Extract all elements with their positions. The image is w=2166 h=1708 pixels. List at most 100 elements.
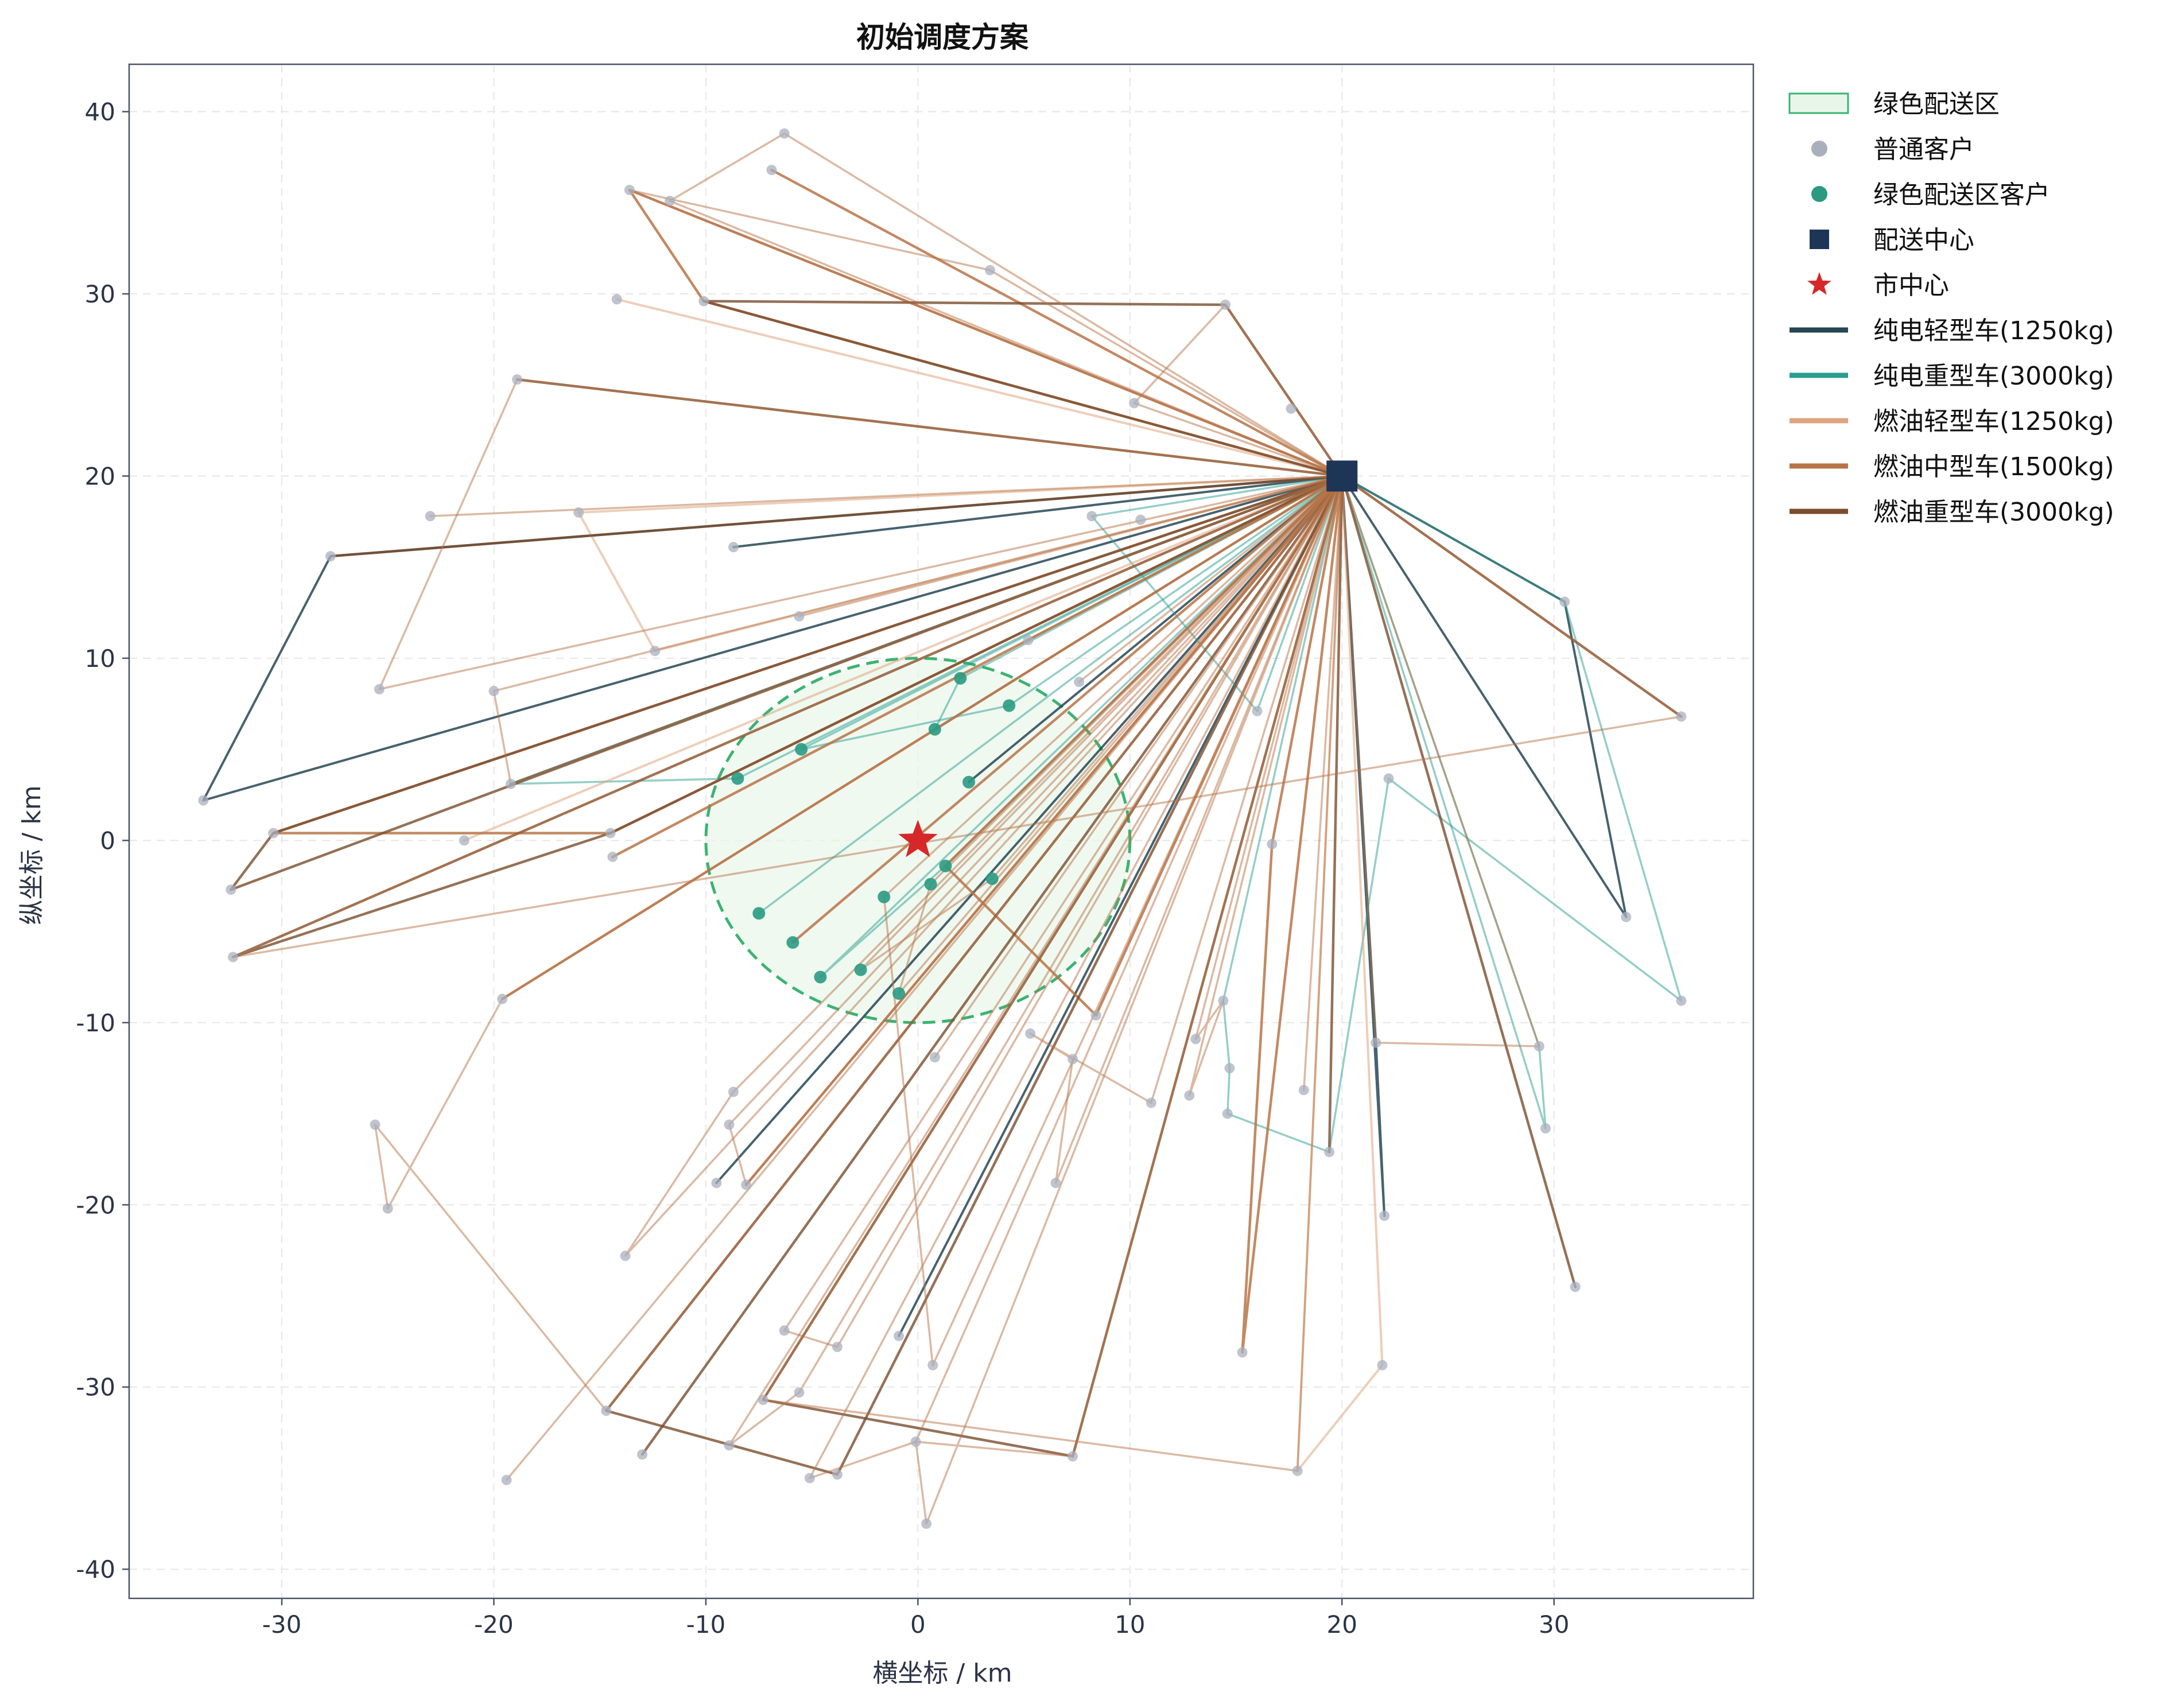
- route-fuel_mixed-59: [883, 475, 1343, 1367]
- green-customer-point: [731, 772, 744, 785]
- legend-swatch-normal: [1811, 141, 1827, 157]
- normal-customer-point: [637, 1449, 648, 1460]
- route-ev_heavy-12: [800, 475, 1343, 751]
- normal-customer-point: [1676, 995, 1687, 1006]
- normal-customer-point: [425, 511, 436, 522]
- legend-item-fuel_medium: 燃油中型车(1500kg): [1790, 452, 2114, 482]
- x-tick-label: 20: [1327, 1610, 1357, 1639]
- normal-customer-point: [1324, 1147, 1335, 1158]
- normal-customer-point: [1184, 1090, 1195, 1101]
- route-fuel_mixed-49: [232, 475, 1683, 958]
- normal-customer-point: [497, 993, 508, 1004]
- normal-customer-point: [611, 294, 622, 305]
- y-tick-label: 10: [85, 645, 115, 673]
- normal-customer-point: [984, 265, 995, 275]
- normal-customer-point: [724, 1119, 735, 1130]
- route-fuel_mixed-58: [783, 475, 1343, 1348]
- plot-frame: [128, 63, 1754, 1600]
- legend-item-green: 绿色配送区客户: [1811, 180, 2050, 209]
- normal-customer-point: [1129, 398, 1140, 409]
- normal-customer-point: [1086, 511, 1097, 522]
- plot-area: [129, 64, 1753, 1598]
- y-axis-label: 纵坐标 / km: [17, 785, 46, 925]
- normal-customer-point: [1050, 1178, 1061, 1189]
- normal-customer-point: [1068, 1054, 1078, 1065]
- green-customer-point: [939, 859, 952, 872]
- x-tick-label: 0: [910, 1610, 926, 1639]
- x-tick-label: -20: [474, 1610, 514, 1639]
- legend-item-fuel_heavy: 燃油重型车(3000kg): [1790, 498, 2114, 527]
- normal-customer-point: [910, 1436, 921, 1447]
- normal-customer-point: [1377, 1360, 1388, 1371]
- route-fuel_mixed-50: [1341, 475, 1540, 1047]
- customer-points: [198, 128, 1687, 1529]
- depot-marker: [1326, 460, 1358, 492]
- normal-customer-point: [370, 1119, 381, 1130]
- normal-customer-point: [665, 196, 676, 207]
- green-customer-point: [854, 963, 867, 976]
- normal-customer-point: [601, 1406, 612, 1416]
- route-fuel_mixed-44: [378, 378, 1342, 690]
- normal-customer-point: [758, 1394, 768, 1405]
- normal-customer-point: [605, 828, 616, 839]
- route-fuel_mixed-56: [728, 475, 1343, 1186]
- normal-customer-point: [832, 1469, 843, 1480]
- normal-customer-point: [927, 1360, 938, 1371]
- normal-customer-point: [512, 374, 523, 385]
- legend-label: 纯电重型车(3000kg): [1873, 362, 2114, 391]
- normal-customer-point: [1252, 705, 1263, 716]
- normal-customer-point: [1222, 1108, 1233, 1119]
- route-fuel_mixed-41: [628, 189, 1343, 478]
- route-fuel_mixed-62: [809, 475, 1343, 1480]
- normal-customer-point: [1383, 773, 1394, 784]
- normal-customer-point: [711, 1178, 722, 1189]
- normal-customer-point: [1068, 1451, 1078, 1462]
- route-fuel_mixed-57: [374, 475, 1343, 1412]
- normal-customer-point: [1237, 1347, 1248, 1358]
- normal-customer-point: [228, 952, 239, 962]
- grid-lines: [129, 64, 1753, 1598]
- normal-customer-point: [1371, 1037, 1381, 1048]
- legend-label: 配送中心: [1873, 226, 1974, 255]
- green-customer-point: [954, 671, 967, 685]
- normal-customer-point: [624, 185, 635, 196]
- green-customer-point: [924, 878, 937, 891]
- normal-customer-point: [506, 778, 517, 789]
- y-tick-label: -30: [76, 1373, 115, 1402]
- axis-ticks: -30 -20 -10 0 10 20 30 40 30 20 10 0 -10 -20 -30 -40: [76, 98, 1569, 1639]
- normal-customer-point: [1559, 596, 1570, 607]
- legend-label: 纯电轻型车(1250kg): [1873, 316, 2114, 346]
- normal-customer-point: [1090, 1010, 1101, 1021]
- x-axis-label: 横坐标 / km: [872, 1659, 1012, 1688]
- normal-customer-point: [198, 795, 209, 806]
- normal-customer-point: [1298, 1085, 1309, 1096]
- route-fuel_mixed-45: [492, 475, 1342, 785]
- x-tick-label: -10: [686, 1610, 726, 1639]
- route-fuel_mixed-65: [859, 475, 1343, 971]
- normal-customer-point: [832, 1341, 843, 1352]
- normal-customer-point: [1025, 1028, 1036, 1039]
- route-fuel_mixed-64: [762, 475, 1344, 1472]
- normal-customer-point: [374, 684, 385, 694]
- normal-customer-point: [382, 1203, 393, 1214]
- x-tick-label: -30: [262, 1610, 302, 1639]
- y-tick-label: -20: [76, 1191, 115, 1219]
- normal-customer-point: [1218, 995, 1229, 1006]
- normal-customer-point: [1540, 1123, 1551, 1134]
- normal-customer-point: [226, 884, 236, 895]
- legend-item-depot: 配送中心: [1810, 226, 1974, 255]
- normal-customer-point: [620, 1251, 631, 1261]
- route-fuel_mixed-40: [669, 132, 1343, 478]
- legend-item-ev_heavy: 纯电重型车(3000kg): [1790, 362, 2114, 391]
- normal-customer-point: [1534, 1041, 1544, 1052]
- normal-customer-point: [779, 1325, 790, 1336]
- normal-customer-point: [1190, 1034, 1201, 1045]
- y-tick-label: 30: [85, 280, 115, 308]
- x-tick-label: 10: [1115, 1610, 1145, 1639]
- normal-customer-point: [741, 1179, 752, 1190]
- normal-customer-point: [1220, 300, 1231, 310]
- green-customer-point: [892, 987, 906, 1000]
- normal-customer-point: [794, 611, 805, 622]
